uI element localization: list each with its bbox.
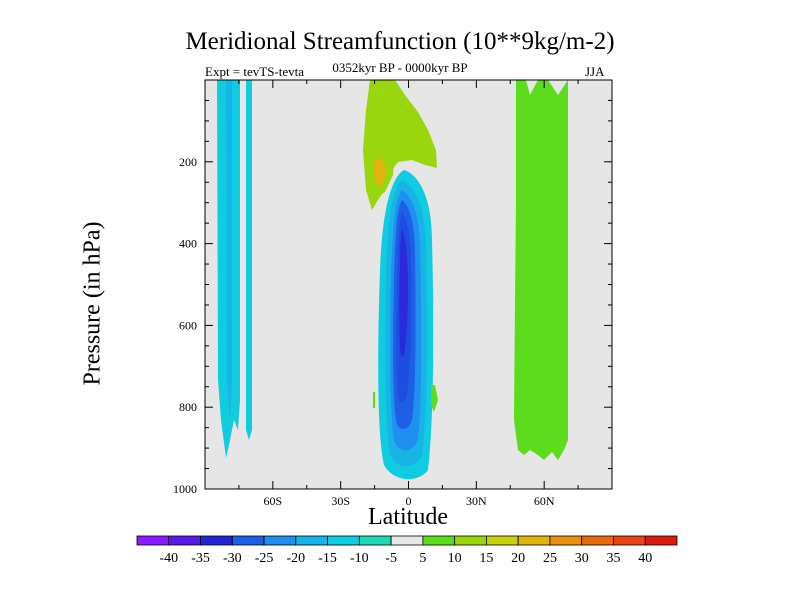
colorbar-swatch	[200, 535, 233, 546]
colorbar-label: -10	[350, 551, 369, 566]
x-axis-label: Latitude	[368, 504, 448, 530]
y-tick-label: 400	[179, 237, 197, 251]
colorbar-label: -30	[223, 551, 242, 566]
contour-fields	[217, 80, 568, 480]
axes: 60S 30S 0 30N 60N 200 400 600 800 1000	[173, 80, 612, 508]
colorbar-label: 20	[511, 551, 525, 566]
x-tick-label: 30N	[466, 494, 487, 508]
colorbar-swatch	[581, 535, 614, 546]
colorbar-swatch	[517, 535, 551, 546]
colorbar-label: -25	[255, 551, 274, 566]
colorbar-label: -5	[385, 551, 397, 566]
season-label: JJA	[585, 64, 605, 79]
southern-band-inner	[226, 80, 232, 420]
colorbar-label: -35	[191, 551, 210, 566]
colorbar-swatch	[358, 535, 392, 546]
colorbar-label: 40	[638, 551, 652, 566]
positive-sliver-south	[373, 392, 375, 408]
colorbar-swatch	[390, 535, 424, 546]
northern-positive-band	[514, 80, 568, 460]
colorbar-swatch	[486, 535, 519, 546]
colorbar-label: -20	[286, 551, 305, 566]
positive-sliver-north	[431, 385, 438, 412]
x-tick-label: 60N	[534, 494, 555, 508]
y-tick-label: 600	[179, 318, 197, 332]
colorbar-swatch	[454, 535, 487, 546]
y-tick-label: 800	[179, 400, 197, 414]
chart-subtitle: 0352kyr BP - 0000kyr BP	[332, 60, 468, 75]
colorbar: -40 -35 -30 -25 -20 -15 -10 -5 5 10 15 20 25 30 35 40	[136, 535, 678, 566]
colorbar-label: -40	[159, 551, 178, 566]
colorbar-label: 10	[448, 551, 462, 566]
x-tick-label: 0	[406, 494, 412, 508]
colorbar-swatch	[327, 535, 360, 546]
colorbar-swatch	[168, 535, 201, 546]
colorbar-swatch	[136, 535, 170, 546]
colorbar-label: 5	[419, 551, 426, 566]
colorbar-swatch	[422, 535, 456, 546]
colorbar-swatch	[263, 535, 297, 546]
southern-band-thin	[246, 80, 252, 440]
colorbar-label: 15	[479, 551, 493, 566]
colorbar-swatch	[231, 535, 265, 546]
experiment-label: Expt = tevTS-tevta	[205, 64, 305, 79]
x-tick-label: 60S	[263, 494, 282, 508]
y-tick-label: 1000	[173, 482, 197, 496]
colorbar-label: 35	[606, 551, 620, 566]
colorbar-swatch	[644, 535, 678, 546]
colorbar-swatch	[549, 535, 583, 546]
colorbar-swatch	[613, 535, 646, 546]
tropical-negative-core	[399, 228, 408, 357]
upper-positive-core	[373, 158, 386, 186]
chart-title: Meridional Streamfunction (10**9kg/m-2)	[185, 28, 615, 55]
colorbar-swatch	[295, 535, 328, 546]
colorbar-label: 25	[543, 551, 557, 566]
x-tick-label: 30S	[331, 494, 350, 508]
colorbar-label: 30	[575, 551, 589, 566]
y-tick-label: 200	[179, 155, 197, 169]
colorbar-label: -15	[318, 551, 337, 566]
